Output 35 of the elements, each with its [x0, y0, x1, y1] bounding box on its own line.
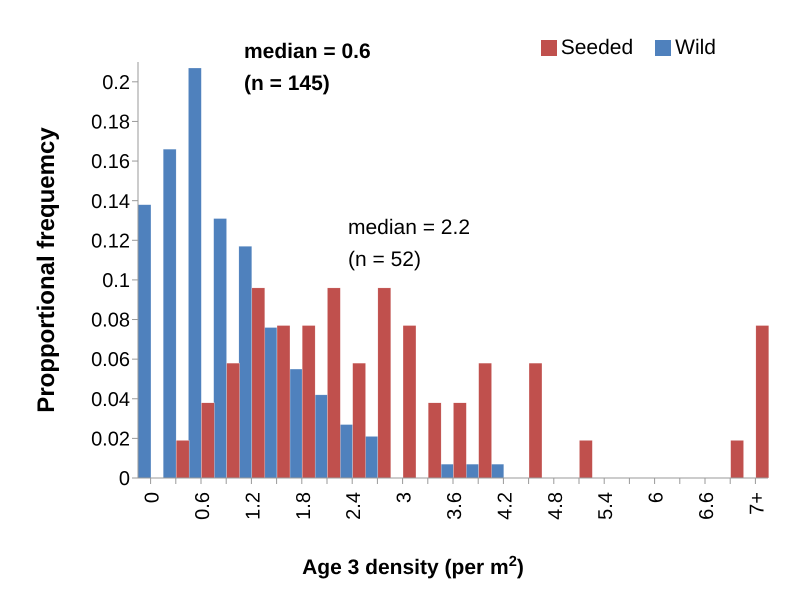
- x-tick-label: 3.6: [444, 492, 466, 520]
- x-tick-label: 3: [394, 492, 416, 504]
- x-tick-label: 0: [142, 492, 164, 504]
- x-tick-label: 0.6: [192, 492, 214, 520]
- annotation: median = 2.2 (n = 52): [348, 215, 470, 273]
- legend-label: Wild: [675, 36, 716, 59]
- y-tick-label: 0.18: [91, 112, 130, 134]
- bar: [138, 204, 152, 478]
- bar: [402, 325, 416, 478]
- y-tick-label: 0.04: [91, 388, 130, 411]
- x-tick-label: 6.6: [696, 492, 718, 520]
- y-tick-label: 0.12: [91, 230, 130, 252]
- y-tick-label: 0.02: [91, 428, 130, 450]
- y-tick-label: 0.08: [91, 310, 130, 332]
- bar: [579, 440, 593, 478]
- y-axis-title: Propportional frequemcy: [33, 126, 60, 413]
- x-tick-label: 6: [646, 492, 668, 504]
- x-tick-label: 7+: [746, 492, 768, 515]
- y-tick-label: 0.2: [102, 72, 130, 94]
- x-tick-label: 4.2: [494, 492, 516, 520]
- x-tick-label: 1.8: [292, 492, 315, 520]
- bar: [730, 440, 744, 478]
- bar: [528, 362, 542, 478]
- x-axis-title: Age 3 density (per m$^{2}$): [302, 554, 524, 579]
- annotation: median = 0.6 (n = 145): [244, 39, 371, 97]
- y-tick-label: 0.16: [91, 151, 130, 174]
- legend-label: Seeded: [560, 36, 634, 59]
- x-tick-label: 4.8: [544, 492, 567, 520]
- x-tick-label: 1.2: [242, 492, 264, 520]
- y-tick-label: 0.1: [102, 270, 130, 292]
- y-tick-label: 0.06: [91, 349, 130, 372]
- x-tick-label: 5.4: [595, 492, 618, 520]
- bar: [756, 325, 770, 478]
- y-tick-label: 0.14: [91, 190, 130, 213]
- x-tick-label: 2.4: [343, 492, 366, 520]
